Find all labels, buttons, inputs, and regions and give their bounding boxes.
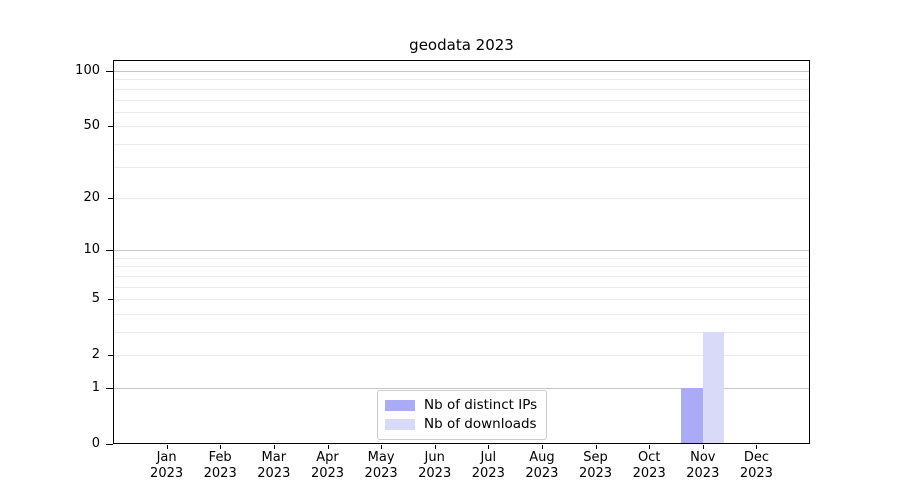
x-tick-mark — [649, 445, 651, 449]
x-tick-mark — [541, 445, 543, 449]
minor-gridline — [113, 166, 810, 168]
minor-gridline — [113, 332, 810, 333]
y-tick-label: 100 — [75, 63, 100, 78]
x-tick-label: Sep 2023 — [578, 450, 613, 481]
major-gridline — [113, 250, 810, 252]
x-tick-mark — [220, 445, 222, 449]
y-tick-mark — [106, 71, 113, 72]
minor-gridline — [113, 299, 810, 301]
minor-gridline — [113, 355, 810, 357]
x-tick-label: Dec 2023 — [739, 450, 773, 481]
x-tick-label: Jan 2023 — [150, 450, 184, 481]
y-tick-mark — [106, 388, 113, 389]
major-gridline — [113, 388, 810, 389]
y-tick-label: 1 — [91, 380, 100, 395]
y-tick-mark — [108, 355, 113, 357]
y-tick-mark — [108, 126, 113, 128]
x-tick-label: Feb 2023 — [203, 450, 237, 481]
y-tick-mark — [106, 250, 113, 252]
x-tick-label: Apr 2023 — [310, 450, 345, 481]
x-tick-mark — [702, 445, 704, 449]
bar-nb-of-distinct-ips — [681, 388, 703, 444]
x-tick-label: Jul 2023 — [471, 450, 505, 481]
legend-row: Nb of distinct IPs — [385, 396, 537, 415]
minor-gridline — [113, 143, 810, 145]
legend-label-downloads: Nb of downloads — [424, 416, 537, 432]
legend-swatch-distinct-ips — [385, 400, 415, 411]
y-tick-label: 50 — [83, 118, 100, 134]
minor-gridline — [113, 257, 810, 259]
x-tick-mark — [166, 445, 168, 449]
y-tick-label: 10 — [83, 242, 100, 258]
y-tick-label: 5 — [91, 291, 100, 307]
minor-gridline — [113, 197, 810, 199]
minor-gridline — [113, 79, 810, 81]
y-tick-label: 2 — [91, 347, 100, 363]
minor-gridline — [113, 275, 810, 277]
y-tick-label: 0 — [91, 436, 100, 451]
x-tick-label: Oct 2023 — [632, 450, 666, 481]
minor-gridline — [113, 266, 810, 268]
minor-gridline — [113, 111, 810, 113]
x-tick-label: Nov 2023 — [686, 450, 720, 481]
x-tick-mark — [273, 445, 275, 449]
x-tick-label: Jun 2023 — [418, 450, 452, 481]
legend-label-distinct-ips: Nb of distinct IPs — [424, 397, 538, 413]
chart-title: geodata 2023 — [409, 36, 514, 54]
x-tick-mark — [434, 445, 436, 449]
y-tick-mark — [108, 299, 113, 301]
legend-swatch-downloads — [385, 419, 415, 430]
x-tick-label: May 2023 — [364, 450, 398, 481]
legend-row: Nb of downloads — [385, 415, 537, 434]
y-tick-label: 20 — [83, 189, 100, 205]
y-tick-mark — [108, 197, 113, 199]
minor-gridline — [113, 286, 810, 288]
major-gridline — [113, 71, 810, 72]
x-tick-label: Aug 2023 — [525, 450, 559, 481]
minor-gridline — [113, 99, 810, 101]
minor-gridline — [113, 126, 810, 128]
x-tick-mark — [327, 445, 329, 449]
x-tick-mark — [381, 445, 383, 449]
legend: Nb of distinct IPs Nb of downloads — [377, 390, 548, 440]
x-tick-label: Mar 2023 — [257, 450, 291, 481]
x-tick-mark — [595, 445, 597, 449]
y-tick-mark — [106, 444, 113, 445]
minor-gridline — [113, 88, 810, 90]
x-tick-mark — [756, 445, 758, 449]
minor-gridline — [113, 313, 810, 315]
bar-nb-of-downloads — [702, 332, 725, 444]
x-tick-mark — [488, 445, 490, 449]
plot-area — [113, 60, 810, 444]
